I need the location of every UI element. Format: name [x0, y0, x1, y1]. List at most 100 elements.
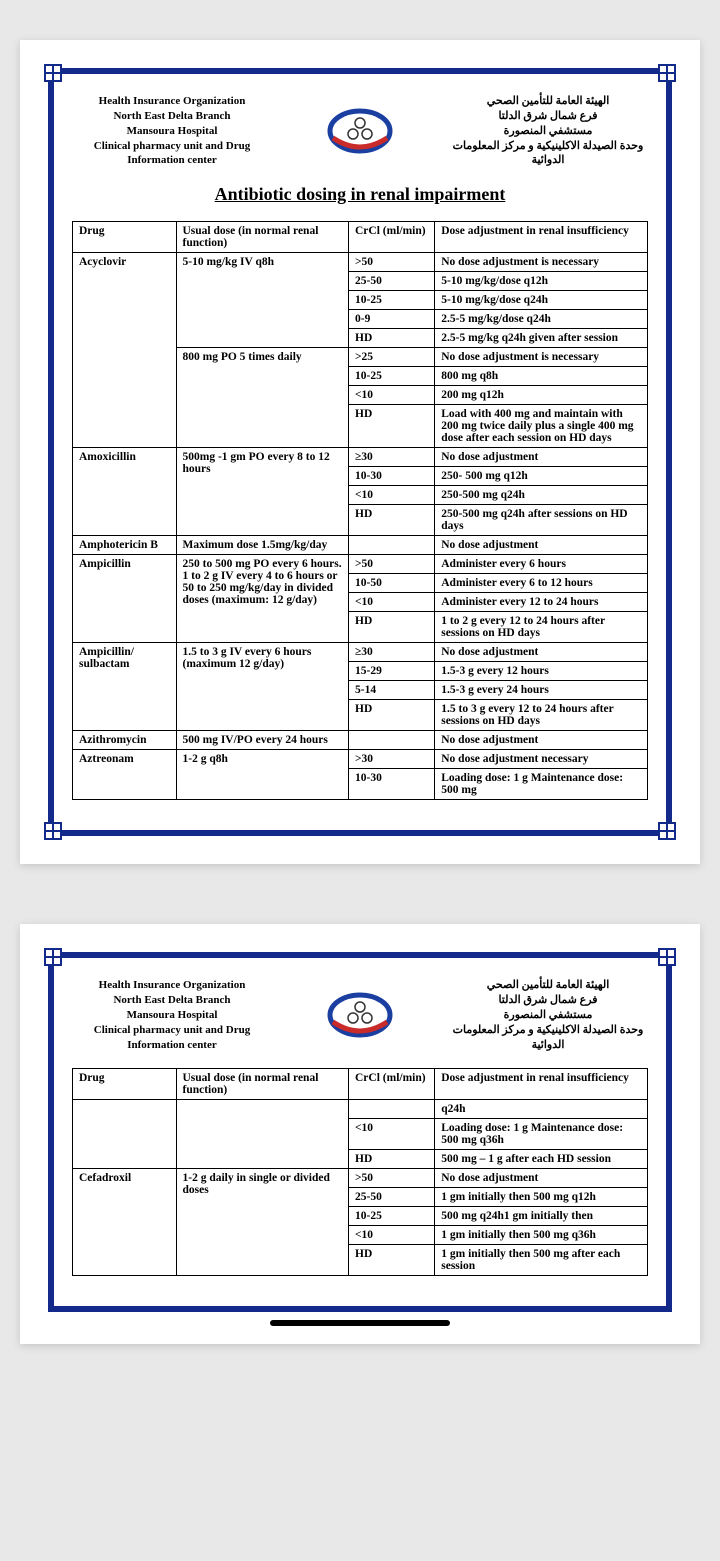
table-header: Drug Usual dose (in normal renal functio… [73, 1069, 648, 1100]
org-line: مستشفي المنصورة [448, 1008, 648, 1023]
table-row: Acyclovir5-10 mg/kg IV q8h>50No dose adj… [73, 253, 648, 272]
org-line: الهيئة العامة للتأمين الصحي [448, 94, 648, 109]
org-line: North East Delta Branch [72, 993, 272, 1008]
cell-crcl: 15-29 [349, 662, 435, 681]
letterhead: Health Insurance Organization North East… [72, 94, 648, 168]
cell-adjustment: 500 mg q24h1 gm initially then [435, 1207, 648, 1226]
cell-adjustment: 1 gm initially then 500 mg after each se… [435, 1245, 648, 1276]
col-header-crcl: CrCl (ml/min) [349, 222, 435, 253]
table-row: Cefadroxil1-2 g daily in single or divid… [73, 1169, 648, 1188]
table-row: Aztreonam1-2 g q8h>30No dose adjustment … [73, 750, 648, 769]
org-line: وحدة الصيدلة الاكلينيكية و مركز المعلوما… [448, 1023, 648, 1038]
cell-adjustment: No dose adjustment [435, 536, 648, 555]
cell-adjustment: No dose adjustment [435, 731, 648, 750]
cell-crcl: HD [349, 700, 435, 731]
cell-usual-dose: 5-10 mg/kg IV q8h [176, 253, 349, 348]
cell-crcl: HD [349, 505, 435, 536]
cell-adjustment: 200 mg q12h [435, 386, 648, 405]
org-line: Health Insurance Organization [72, 978, 272, 993]
cell-crcl: 10-30 [349, 467, 435, 486]
org-line: وحدة الصيدلة الاكلينيكية و مركز المعلوما… [448, 139, 648, 154]
cell-crcl: HD [349, 329, 435, 348]
org-line: الدوائية [448, 1038, 648, 1053]
cell-adjustment: No dose adjustment is necessary [435, 348, 648, 367]
cell-crcl: 10-25 [349, 367, 435, 386]
org-line: الهيئة العامة للتأمين الصحي [448, 978, 648, 993]
org-line: Clinical pharmacy unit and Drug [72, 1023, 272, 1038]
org-line: Mansoura Hospital [72, 1008, 272, 1023]
home-indicator-icon [270, 1320, 450, 1326]
cell-adjustment: Administer every 6 to 12 hours [435, 574, 648, 593]
cell-usual-dose: 1-2 g q8h [176, 750, 349, 800]
table-row: Amoxicillin500mg -1 gm PO every 8 to 12 … [73, 448, 648, 467]
corner-ornament-icon [44, 822, 62, 840]
cell-usual-dose: 500 mg IV/PO every 24 hours [176, 731, 349, 750]
cell-usual-dose [176, 1100, 349, 1169]
cell-crcl [349, 536, 435, 555]
dosing-table: Drug Usual dose (in normal renal functio… [72, 1068, 648, 1276]
cell-crcl: >50 [349, 253, 435, 272]
cell-crcl: >50 [349, 555, 435, 574]
cell-crcl: >30 [349, 750, 435, 769]
letterhead-arabic: الهيئة العامة للتأمين الصحي فرع شمال شرق… [448, 978, 648, 1052]
cell-crcl: 10-25 [349, 1207, 435, 1226]
col-header-dose: Usual dose (in normal renal function) [176, 1069, 349, 1100]
col-header-drug: Drug [73, 1069, 177, 1100]
cell-usual-dose: 1-2 g daily in single or divided doses [176, 1169, 349, 1276]
document-page-1: Health Insurance Organization North East… [20, 40, 700, 864]
cell-adjustment: 2.5-5 mg/kg/dose q24h [435, 310, 648, 329]
cell-crcl: ≥30 [349, 643, 435, 662]
cell-crcl: 5-14 [349, 681, 435, 700]
page-frame: Health Insurance Organization North East… [48, 952, 672, 1312]
cell-adjustment: 1 gm initially then 500 mg q36h [435, 1226, 648, 1245]
org-line: Information center [72, 153, 272, 168]
cell-drug [73, 1100, 177, 1169]
corner-ornament-icon [658, 64, 676, 82]
cell-drug: Amphotericin B [73, 536, 177, 555]
document-title: Antibiotic dosing in renal impairment [72, 184, 648, 205]
cell-adjustment: 1.5 to 3 g every 12 to 24 hours after se… [435, 700, 648, 731]
table-row: q24h [73, 1100, 648, 1119]
cell-adjustment: Administer every 6 hours [435, 555, 648, 574]
cell-adjustment: No dose adjustment [435, 448, 648, 467]
col-header-adjustment: Dose adjustment in renal insufficiency [435, 222, 648, 253]
letterhead: Health Insurance Organization North East… [72, 978, 648, 1052]
cell-adjustment: Loading dose: 1 g Maintenance dose: 500 … [435, 769, 648, 800]
cell-adjustment: No dose adjustment necessary [435, 750, 648, 769]
table-header-row: Drug Usual dose (in normal renal functio… [73, 222, 648, 253]
org-line: الدوائية [448, 153, 648, 168]
table-header-row: Drug Usual dose (in normal renal functio… [73, 1069, 648, 1100]
col-header-crcl: CrCl (ml/min) [349, 1069, 435, 1100]
cell-adjustment: 250-500 mg q24h [435, 486, 648, 505]
organization-logo-icon [325, 990, 395, 1040]
col-header-drug: Drug [73, 222, 177, 253]
table-row: Ampicillin250 to 500 mg PO every 6 hours… [73, 555, 648, 574]
cell-drug: Cefadroxil [73, 1169, 177, 1276]
cell-drug: Aztreonam [73, 750, 177, 800]
table-body: Acyclovir5-10 mg/kg IV q8h>50No dose adj… [73, 253, 648, 800]
corner-ornament-icon [44, 948, 62, 966]
table-header: Drug Usual dose (in normal renal functio… [73, 222, 648, 253]
cell-crcl: >50 [349, 1169, 435, 1188]
table-row: Azithromycin500 mg IV/PO every 24 hours N… [73, 731, 648, 750]
cell-crcl: HD [349, 612, 435, 643]
cell-drug: Amoxicillin [73, 448, 177, 536]
cell-adjustment: 250- 500 mg q12h [435, 467, 648, 486]
org-line: Health Insurance Organization [72, 94, 272, 109]
corner-ornament-icon [44, 64, 62, 82]
cell-crcl: HD [349, 1150, 435, 1169]
cell-adjustment: 800 mg q8h [435, 367, 648, 386]
corner-ornament-icon [658, 822, 676, 840]
org-line: مستشفي المنصورة [448, 124, 648, 139]
cell-crcl: <10 [349, 1119, 435, 1150]
table-row: Ampicillin/ sulbactam1.5 to 3 g IV every… [73, 643, 648, 662]
letterhead-english: Health Insurance Organization North East… [72, 94, 272, 168]
cell-drug: Azithromycin [73, 731, 177, 750]
corner-ornament-icon [658, 948, 676, 966]
letterhead-english: Health Insurance Organization North East… [72, 978, 272, 1052]
cell-usual-dose: 250 to 500 mg PO every 6 hours. 1 to 2 g… [176, 555, 349, 643]
cell-adjustment: No dose adjustment is necessary [435, 253, 648, 272]
cell-adjustment: 2.5-5 mg/kg q24h given after session [435, 329, 648, 348]
cell-adjustment: 1 gm initially then 500 mg q12h [435, 1188, 648, 1207]
cell-adjustment: 5-10 mg/kg/dose q24h [435, 291, 648, 310]
